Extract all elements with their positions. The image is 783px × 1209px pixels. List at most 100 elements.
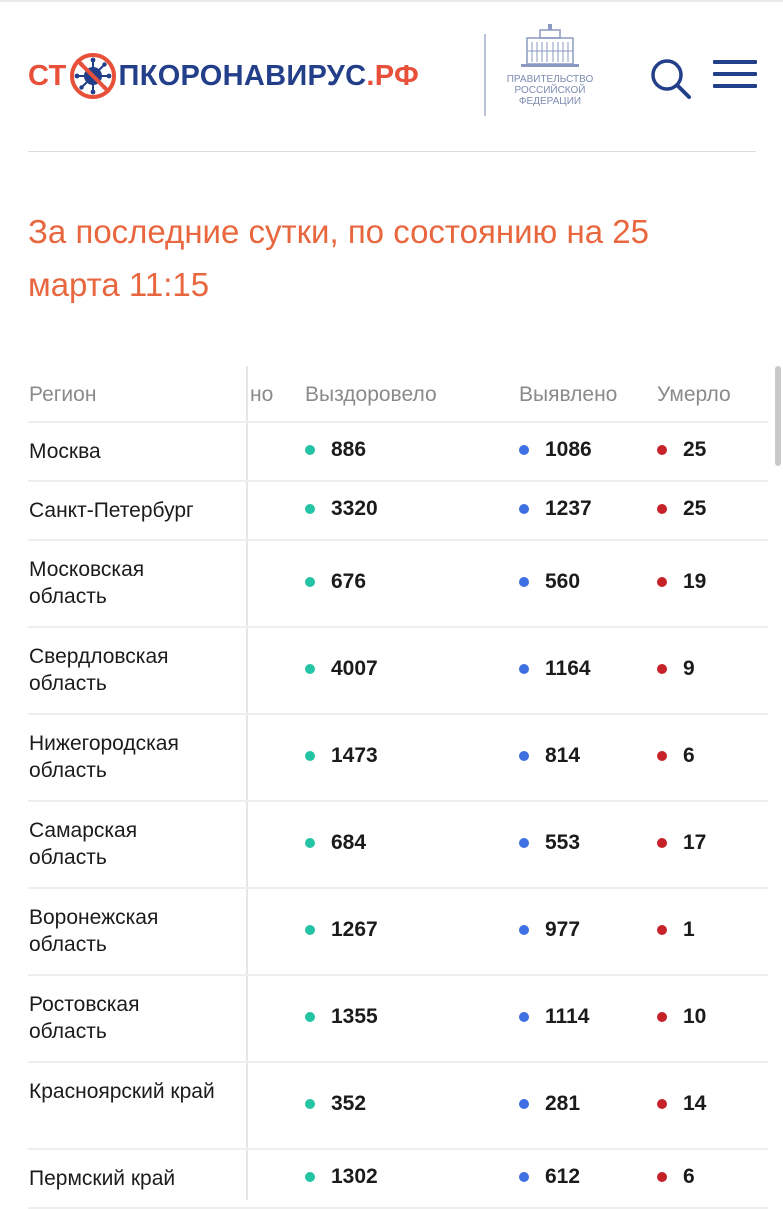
- table-row: Московская область 676 560 19: [28, 541, 768, 628]
- detected-value: 1164: [545, 656, 591, 680]
- died-cell: 17: [657, 831, 706, 855]
- table-row: Воронежская область 1267 977 1: [28, 889, 768, 976]
- detected-dot-icon: [519, 924, 529, 935]
- virus-icon: [69, 53, 116, 99]
- table-body: Москва 886 1086 25 Санкт-Петербург 3320 1237 25…: [28, 423, 768, 1209]
- detected-cell: 1114: [519, 1005, 589, 1029]
- detected-dot-icon: [519, 1171, 529, 1182]
- recovered-dot-icon: [305, 1171, 315, 1182]
- died-value: 10: [683, 1004, 707, 1028]
- logo-text-domain: .РФ: [366, 59, 420, 92]
- died-value: 17: [683, 830, 707, 854]
- table-row: Самарская область 684 553 17: [28, 802, 768, 889]
- region-name: Пермский край: [29, 1167, 176, 1190]
- detected-cell: 814: [519, 744, 580, 768]
- search-button[interactable]: [650, 58, 692, 100]
- menu-button[interactable]: [713, 60, 757, 92]
- table-row: Москва 886 1086 25: [28, 423, 768, 482]
- detected-cell: 1086: [519, 438, 592, 462]
- table-row: Санкт-Петербург 3320 1237 25: [28, 482, 768, 541]
- recovered-cell: 676: [305, 570, 366, 594]
- died-dot-icon: [657, 837, 667, 848]
- detected-cell: 977: [519, 918, 580, 942]
- column-header-died[interactable]: Умерло: [657, 383, 731, 406]
- region-name: Ростовская область: [29, 993, 140, 1043]
- recovered-cell: 3320: [305, 497, 378, 521]
- died-dot-icon: [657, 576, 667, 587]
- detected-value: 1237: [545, 496, 592, 520]
- hamburger-menu-icon: [713, 72, 757, 76]
- detected-dot-icon: [519, 503, 529, 514]
- recovered-value: 352: [331, 1091, 367, 1115]
- died-dot-icon: [657, 750, 667, 761]
- died-cell: 6: [657, 1165, 695, 1189]
- recovered-dot-icon: [305, 1098, 315, 1109]
- recovered-value: 1355: [331, 1004, 378, 1028]
- detected-dot-icon: [519, 444, 529, 455]
- column-header-region[interactable]: Регион: [29, 383, 97, 406]
- died-cell: 9: [657, 657, 695, 681]
- died-value: 6: [683, 1164, 695, 1188]
- died-value: 6: [683, 743, 695, 767]
- recovered-cell: 1302: [305, 1165, 378, 1189]
- died-value: 25: [683, 437, 707, 461]
- recovered-dot-icon: [305, 576, 315, 587]
- recovered-dot-icon: [305, 837, 315, 848]
- government-caption: ПРАВИТЕЛЬСТВО РОССИЙСКОЙ ФЕДЕРАЦИИ: [500, 74, 600, 107]
- government-logo[interactable]: ПРАВИТЕЛЬСТВО РОССИЙСКОЙ ФЕДЕРАЦИИ: [500, 22, 600, 114]
- detected-cell: 560: [519, 570, 580, 594]
- detected-value: 977: [545, 917, 581, 941]
- detected-cell: 612: [519, 1165, 580, 1189]
- site-logo[interactable]: СТ ПКОРОНАВИРУС .РФ: [28, 48, 419, 104]
- died-cell: 6: [657, 744, 695, 768]
- died-value: 14: [683, 1091, 707, 1115]
- detected-dot-icon: [519, 663, 529, 674]
- recovered-value: 1473: [331, 743, 378, 767]
- recovered-cell: 684: [305, 831, 366, 855]
- detected-value: 553: [545, 830, 581, 854]
- recovered-dot-icon: [305, 503, 315, 514]
- logo-text-main: ПКОРОНАВИРУС: [118, 59, 367, 92]
- horizontal-scroll-indicator[interactable]: [775, 366, 781, 466]
- died-cell: 19: [657, 570, 706, 594]
- logo-separator: [484, 34, 486, 116]
- government-caption-line: ФЕДЕРАЦИИ: [518, 96, 582, 107]
- region-name: Красноярский край: [29, 1080, 215, 1103]
- died-dot-icon: [657, 924, 667, 935]
- recovered-dot-icon: [305, 750, 315, 761]
- recovered-value: 4007: [331, 656, 378, 680]
- region-name: Московская область: [29, 558, 145, 608]
- government-caption-line: РОССИЙСКОЙ: [514, 85, 586, 96]
- died-dot-icon: [657, 1171, 667, 1182]
- table-row: Свердловская область 4007 1164 9: [28, 628, 768, 715]
- died-cell: 25: [657, 497, 706, 521]
- table-row: Ростовская область 1355 1114 10: [28, 976, 768, 1063]
- detected-cell: 1237: [519, 497, 592, 521]
- detected-cell: 553: [519, 831, 580, 855]
- column-header-truncated[interactable]: но: [250, 383, 274, 406]
- search-icon: [651, 59, 691, 99]
- recovered-cell: 1355: [305, 1005, 378, 1029]
- logo-text-start: СТ: [28, 59, 67, 92]
- recovered-dot-icon: [305, 663, 315, 674]
- region-name: Самарская область: [29, 819, 138, 869]
- column-header-recovered[interactable]: Выздоровело: [305, 383, 437, 406]
- recovered-value: 676: [331, 569, 367, 593]
- region-name: Воронежская область: [29, 906, 159, 956]
- recovered-value: 886: [331, 437, 367, 461]
- died-dot-icon: [657, 503, 667, 514]
- detected-dot-icon: [519, 1011, 529, 1022]
- died-cell: 14: [657, 1092, 706, 1116]
- regions-table: Регион но Выздоровело Выявлено Умерло Мо…: [28, 366, 768, 1209]
- recovered-dot-icon: [305, 1011, 315, 1022]
- detected-value: 1086: [545, 437, 592, 461]
- recovered-cell: 886: [305, 438, 366, 462]
- column-header-detected[interactable]: Выявлено: [519, 383, 618, 406]
- sticky-column-divider: [246, 366, 248, 1200]
- recovered-cell: 1473: [305, 744, 378, 768]
- recovered-value: 1267: [331, 917, 378, 941]
- died-dot-icon: [657, 1098, 667, 1109]
- died-value: 1: [683, 917, 695, 941]
- region-name: Свердловская область: [29, 645, 169, 695]
- recovered-cell: 4007: [305, 657, 378, 681]
